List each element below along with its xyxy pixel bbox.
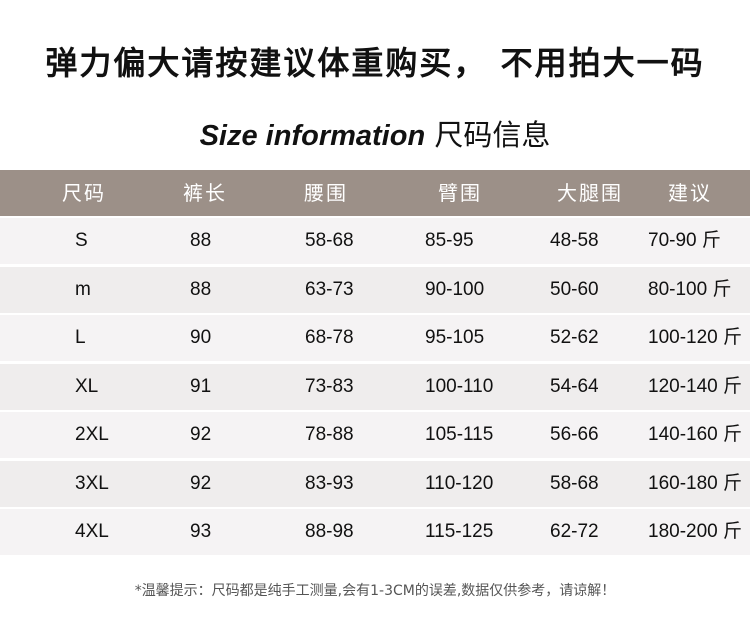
column-header: 大腿围	[557, 181, 623, 205]
table-cell: 52-62	[550, 327, 599, 348]
table-cell: 92	[190, 472, 212, 494]
table-cell: 54-64	[550, 375, 599, 397]
table-cell: 68-78	[305, 327, 354, 348]
table-cell: 95-105	[425, 327, 485, 348]
table-row: 4XL 93 88-98 115-125 62-72 180-200 斤	[0, 509, 750, 555]
table-cell: 88-98	[305, 521, 354, 542]
subtitle-zh: 尺码信息	[434, 118, 551, 152]
column-header: 尺码	[62, 181, 106, 205]
column-header: 臂围	[438, 181, 482, 205]
table-cell: 180-200 斤	[648, 521, 743, 542]
column-header: 裤长	[183, 181, 227, 205]
table-cell: 2XL	[75, 424, 109, 445]
table-cell: 78-88	[305, 424, 354, 445]
table-cell: 63-73	[305, 278, 354, 300]
table-cell: 140-160 斤	[648, 424, 743, 445]
table-cell: XL	[75, 375, 99, 397]
footnote: *温馨提示：尺码都是纯手工测量,会有1-3CM的误差,数据仅供参考，请谅解！	[134, 583, 616, 599]
table-cell: 88	[190, 278, 212, 300]
table-cell: 56-66	[550, 424, 599, 445]
table-cell: m	[75, 278, 91, 300]
table-cell: 90	[190, 327, 212, 348]
table-cell: 3XL	[75, 472, 109, 494]
table-cell: 93	[190, 521, 212, 542]
table-cell: 91	[190, 375, 212, 397]
table-cell: 92	[190, 424, 212, 445]
table-cell: 80-100 斤	[648, 278, 732, 300]
table-cell: 83-93	[305, 472, 354, 494]
table-row: 3XL 92 83-93 110-120 58-68 160-180 斤	[0, 460, 750, 507]
table-cell: 58-68	[305, 230, 354, 251]
table-cell: 50-60	[550, 278, 599, 300]
table-cell: 48-58	[550, 230, 599, 251]
column-header: 腰围	[304, 181, 348, 205]
table-cell: 90-100	[425, 278, 485, 300]
table-cell: 120-140 斤	[648, 375, 743, 397]
column-header: 建议	[668, 181, 712, 205]
table-cell: 62-72	[550, 521, 599, 542]
table-cell: 100-110	[425, 375, 494, 397]
table-cell: 73-83	[305, 375, 354, 397]
table-cell: 58-68	[550, 472, 599, 494]
table-cell: S	[75, 230, 88, 251]
table-cell: L	[75, 327, 86, 348]
table-row: 2XL 92 78-88 105-115 56-66 140-160 斤	[0, 412, 750, 458]
table-cell: 70-90 斤	[648, 230, 721, 251]
table-cell: 115-125	[425, 521, 494, 542]
table-cell: 88	[190, 230, 212, 251]
table-cell: 100-120 斤	[648, 327, 743, 348]
page-subtitle: Size information 尺码信息	[0, 112, 750, 154]
table-row: S 88 58-68 85-95 48-58 70-90 斤	[0, 218, 750, 264]
table-row: XL 91 73-83 100-110 54-64 120-140 斤	[0, 363, 750, 410]
table-row: m 88 63-73 90-100 50-60 80-100 斤	[0, 266, 750, 313]
table-cell: 85-95	[425, 230, 474, 251]
table-header: 尺码 裤长 腰围 臂围 大腿围 建议	[0, 170, 750, 216]
page-title: 弹力偏大请按建议体重购买， 不用拍大一码	[45, 44, 705, 82]
table-row: L 90 68-78 95-105 52-62 100-120 斤	[0, 315, 750, 361]
table-cell: 160-180 斤	[648, 472, 743, 494]
table-cell: 110-120	[425, 472, 494, 494]
table-cell: 4XL	[75, 521, 109, 542]
table-cell: 105-115	[425, 424, 494, 445]
subtitle-en: Size information	[199, 120, 426, 152]
